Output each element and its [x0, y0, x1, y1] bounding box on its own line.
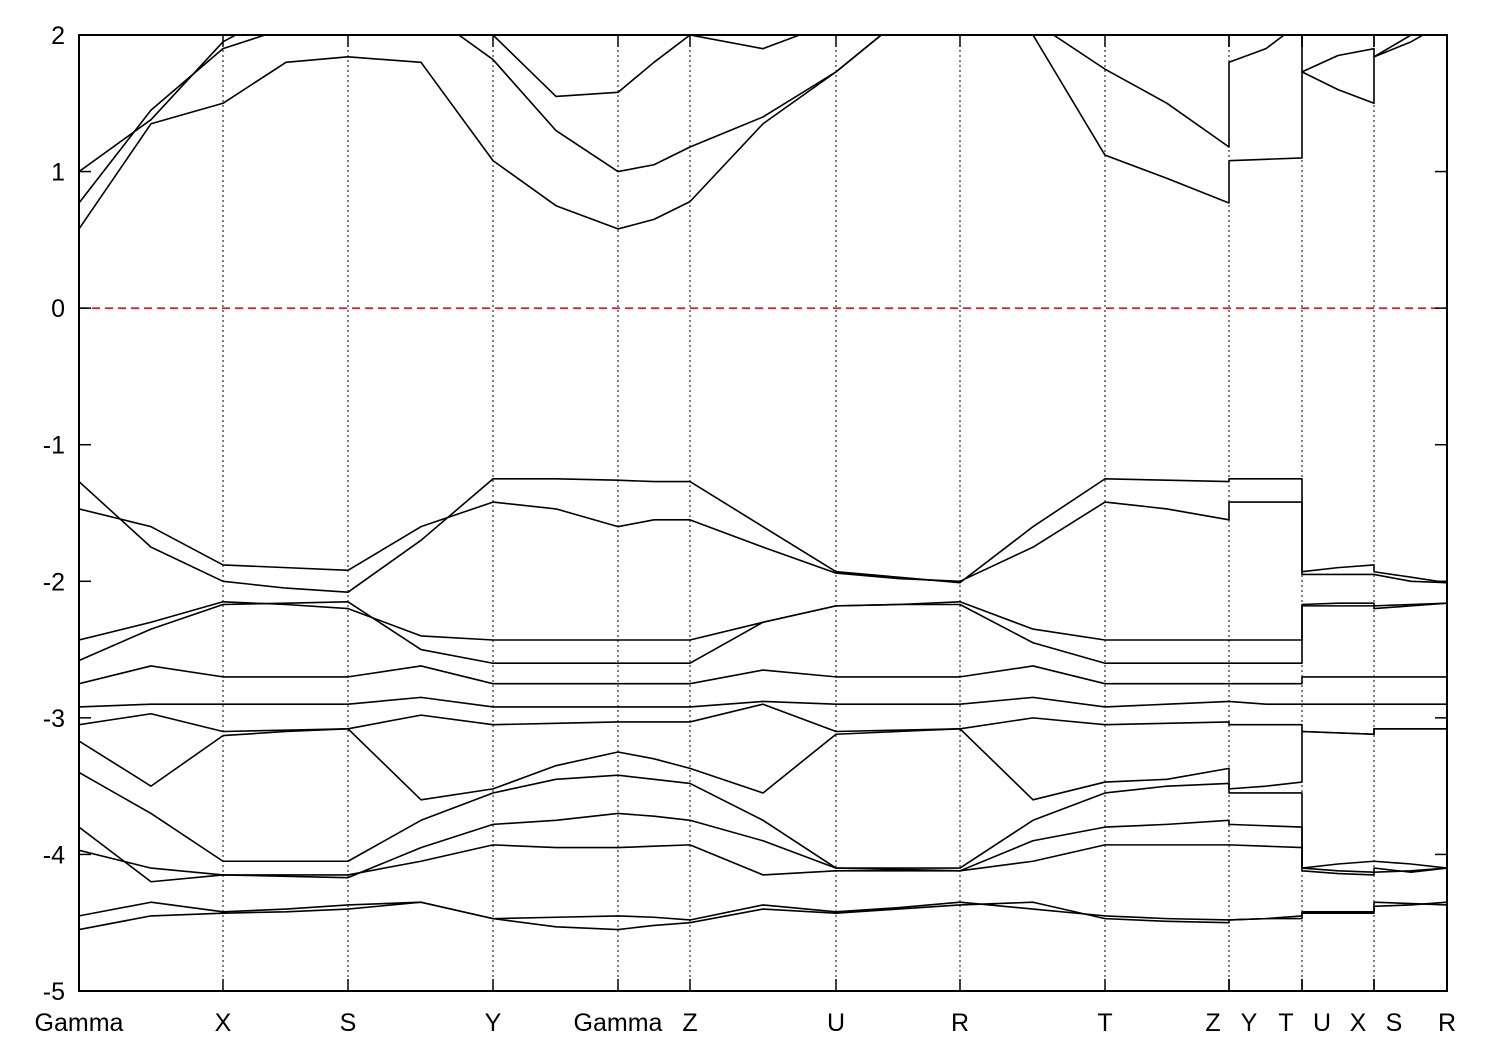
x-tick-label: U: [827, 1009, 845, 1037]
x-tick-label: S: [1386, 1009, 1403, 1037]
band: [79, 703, 1447, 736]
x-tick-label: Gamma: [35, 1009, 124, 1037]
y-tick-label: 2: [51, 22, 65, 50]
band: [79, 501, 1447, 584]
x-tick-label: X: [215, 1009, 232, 1037]
band: [79, 35, 802, 173]
band: [79, 478, 1447, 594]
y-tick-label: 1: [51, 159, 65, 187]
band: [79, 35, 1425, 230]
x-tick-label: S: [340, 1009, 357, 1037]
y-tick-label: -4: [43, 841, 65, 869]
band: [79, 771, 1447, 869]
x-tick-label: Z: [682, 1009, 697, 1037]
y-tick-label: -1: [43, 432, 65, 460]
band: [79, 600, 1447, 641]
x-tick-label: X: [1350, 1009, 1367, 1037]
y-tick-label: -3: [43, 705, 65, 733]
y-tick-label: -2: [43, 568, 65, 596]
x-tick-label: Y: [485, 1009, 502, 1037]
band: [79, 35, 1414, 204]
x-tick-label: U: [1313, 1009, 1331, 1037]
band: [79, 600, 1447, 665]
x-tick-label: R: [1438, 1009, 1456, 1037]
y-tick-label: -5: [43, 978, 65, 1006]
band: [79, 727, 1447, 801]
x-tick-label: Z: [1205, 1009, 1220, 1037]
x-tick-label: R: [951, 1009, 969, 1037]
x-tick-label: Y: [1241, 1009, 1258, 1037]
x-tick-label: T: [1097, 1009, 1112, 1037]
band: [79, 844, 1447, 876]
band: [79, 665, 1447, 685]
y-tick-label: 0: [51, 295, 65, 323]
plot-frame: [78, 34, 1448, 992]
band: [79, 696, 1447, 708]
band: [79, 901, 1447, 921]
bands: [79, 35, 1447, 931]
band: [79, 901, 1447, 931]
x-tick-label: T: [1278, 1009, 1293, 1037]
grid: [78, 35, 1448, 991]
band: [79, 812, 1447, 883]
x-tick-label: Gamma: [574, 1009, 663, 1037]
